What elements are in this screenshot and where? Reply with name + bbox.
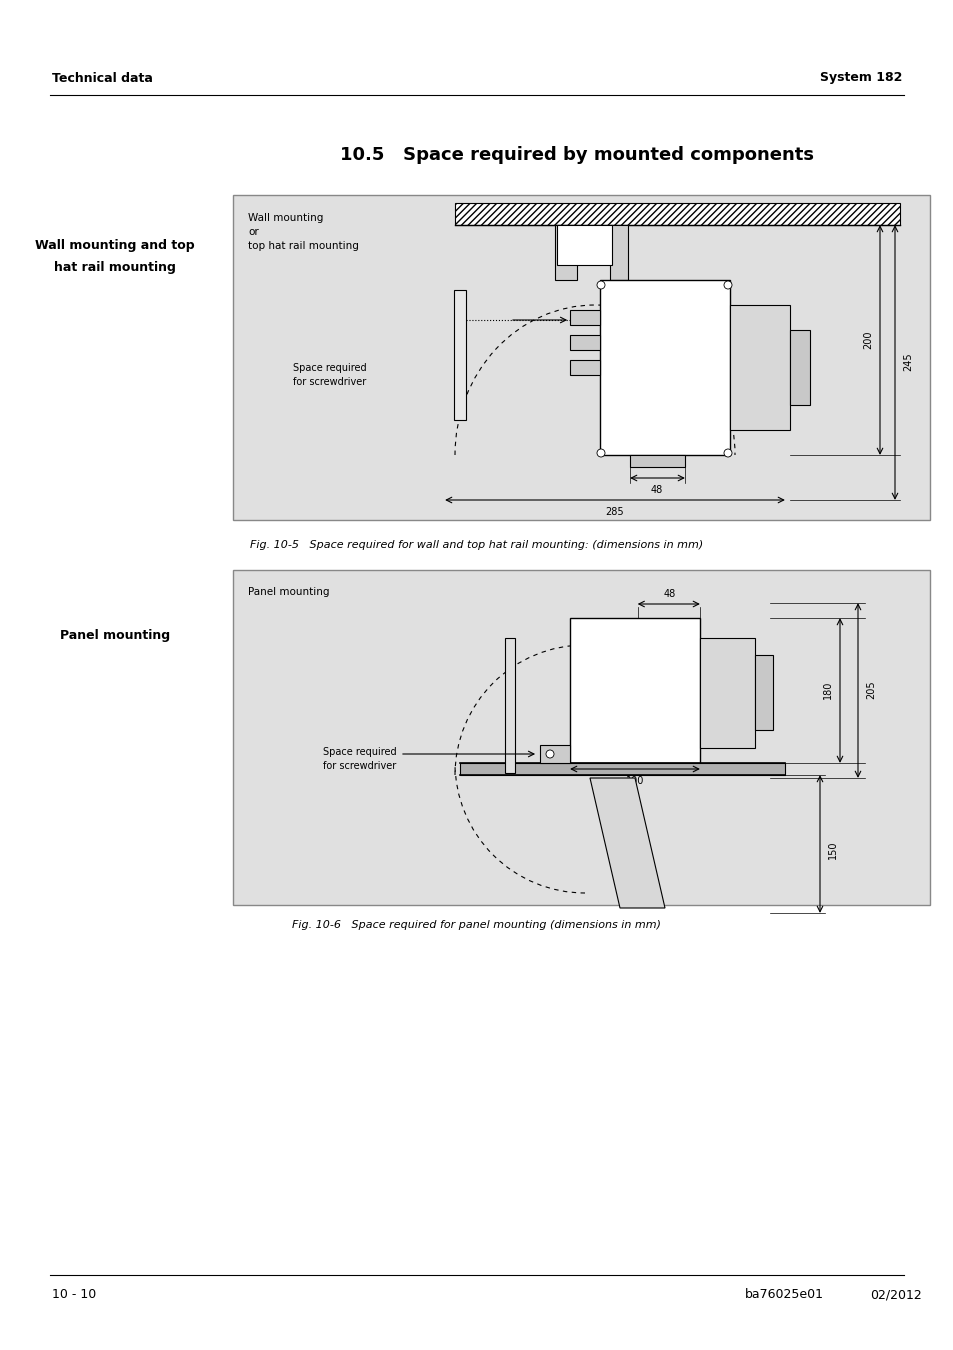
Text: 100: 100 (625, 776, 643, 786)
Text: 285: 285 (605, 508, 623, 517)
Bar (789, 329, 809, 405)
Text: Fig. 10-5   Space required for wall and top hat rail mounting: (dimensions in mm: Fig. 10-5 Space required for wall and to… (250, 540, 703, 549)
Text: for screwdriver: for screwdriver (294, 377, 366, 387)
Text: 10.5   Space required by mounted components: 10.5 Space required by mounted component… (339, 146, 813, 163)
Text: hat rail mounting: hat rail mounting (54, 262, 175, 274)
Circle shape (723, 281, 731, 289)
Text: Wall mounting: Wall mounting (248, 213, 323, 223)
Bar (539, 745, 569, 763)
Text: 180: 180 (822, 680, 832, 699)
Text: 10 - 10: 10 - 10 (52, 1288, 96, 1301)
Bar (454, 290, 465, 420)
Text: ba76025e01: ba76025e01 (744, 1288, 823, 1301)
Text: Technical data: Technical data (52, 72, 152, 85)
Bar (609, 225, 627, 279)
Text: 200: 200 (862, 331, 872, 350)
Text: Panel mounting: Panel mounting (248, 587, 329, 597)
Text: Panel mounting: Panel mounting (60, 629, 170, 641)
Text: 150: 150 (827, 841, 837, 859)
Text: Space required: Space required (293, 363, 366, 373)
Text: Fig. 10-6   Space required for panel mounting (dimensions in mm): Fig. 10-6 Space required for panel mount… (293, 919, 660, 930)
Bar (233, 570, 929, 904)
Text: 48: 48 (650, 485, 662, 495)
Bar (504, 639, 515, 774)
Bar (700, 639, 754, 748)
Bar (569, 335, 599, 350)
Bar (455, 202, 899, 225)
Text: for screwdriver: for screwdriver (323, 761, 396, 771)
Text: 205: 205 (865, 680, 875, 699)
Polygon shape (589, 778, 664, 909)
Text: 245: 245 (902, 352, 912, 371)
Bar (555, 225, 577, 279)
Bar (459, 763, 784, 775)
Circle shape (723, 450, 731, 458)
Text: top hat rail mounting: top hat rail mounting (248, 242, 358, 251)
Bar (569, 360, 599, 375)
Text: or: or (248, 227, 258, 238)
Bar (569, 618, 700, 763)
Text: Wall mounting and top: Wall mounting and top (35, 239, 194, 251)
Text: 02/2012: 02/2012 (869, 1288, 921, 1301)
Bar (557, 225, 612, 265)
Circle shape (597, 281, 604, 289)
Bar (599, 279, 729, 455)
Circle shape (597, 450, 604, 458)
Circle shape (545, 751, 554, 757)
Text: Space required: Space required (323, 747, 396, 757)
Bar (569, 310, 599, 325)
Bar (629, 455, 684, 467)
Bar (233, 194, 929, 520)
Bar (729, 305, 789, 431)
Text: System 182: System 182 (819, 72, 901, 85)
Bar (754, 655, 772, 730)
Text: 48: 48 (663, 589, 676, 599)
